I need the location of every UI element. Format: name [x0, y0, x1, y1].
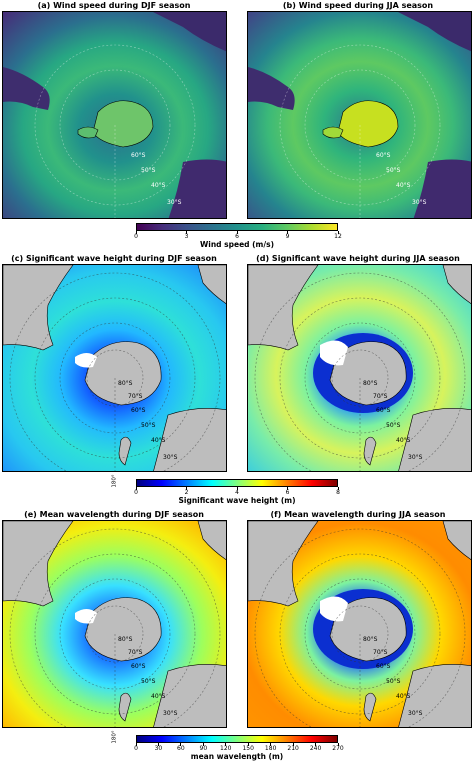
panel-c-lat-label: 80°S: [118, 380, 133, 387]
panel-f-field: [248, 521, 471, 727]
panel-e-field: [3, 521, 226, 727]
colorbar-wind-label: Wind speed (m/s): [199, 240, 275, 249]
colorbar-wind-tick-label: 9: [285, 233, 290, 240]
colorbar-wind-tickmark: [287, 231, 288, 234]
panel-a-lat-label: 60°S: [131, 152, 146, 159]
panel-b-map: 60°S 50°S 40°S 30°S: [247, 11, 472, 219]
colorbar-wavelength-tick-label: 0: [134, 745, 138, 752]
colorbar-wavelength-tickmark: [225, 743, 227, 746]
panel-c-map: 80°S 70°S 60°S 50°S 40°S 30°S: [2, 264, 227, 472]
panel-f-lat-label: 50°S: [386, 678, 401, 685]
colorbar-wave-height-label: Significant wave height (m): [178, 496, 296, 505]
panel-e-lat-label: 40°S: [151, 693, 166, 700]
panel-a-lat-label: 50°S: [141, 167, 156, 174]
panel-f-lat-label: 60°S: [376, 663, 391, 670]
colorbar-wavelength-tickmark: [157, 743, 159, 746]
panel-e-lat-label: 80°S: [118, 636, 133, 643]
panel-f-lat-label: 40°S: [396, 693, 411, 700]
colorbar-wavelength-tickmark: [202, 743, 204, 746]
colorbar-wind-tick-label: 6: [235, 233, 239, 240]
panel-f-lat-label: 80°S: [363, 636, 378, 643]
colorbar-wave-height-tick-label: 6: [285, 489, 290, 496]
colorbar-wavelength-tick-label: 30: [154, 745, 163, 752]
colorbar-wave-height-tickmark: [287, 487, 288, 490]
panel-b-lat-label: 30°S: [412, 199, 427, 206]
panel-a-lat-label: 40°S: [151, 182, 166, 189]
colorbar-wavelength-tickmark: [337, 743, 339, 746]
panel-d-lat-label: 40°S: [396, 437, 411, 444]
colorbar-wavelength-label: mean wavelength (m): [190, 752, 284, 761]
colorbar-wave-height-tick-label: 0: [134, 489, 138, 496]
colorbar-wavelength-tick-label: 270: [332, 745, 344, 752]
panel-d-lat-label: 80°S: [363, 380, 378, 387]
colorbar-wavelength-tick-label: 180: [264, 745, 277, 752]
colorbar-wave-height-tickmark: [186, 487, 187, 490]
colorbar-wavelength-tickmark: [247, 743, 249, 746]
panel-c-lat-label: 60°S: [131, 407, 146, 414]
panel-d-map: 80°S 70°S 60°S 50°S 40°S 30°S: [247, 264, 472, 472]
colorbar-wavelength: [136, 735, 338, 743]
panel-e-lat-label: 30°S: [163, 710, 178, 717]
colorbar-wavelength-tick-label: 240: [309, 745, 322, 752]
panel-c-lat-label: 70°S: [128, 393, 143, 400]
colorbar-wavelength-tickmark: [180, 743, 182, 746]
colorbar-wind-tickmark: [236, 231, 238, 234]
panel-e-map: 80°S 70°S 60°S 50°S 40°S 30°S: [2, 520, 227, 728]
colorbar-wind-tick-label: 12: [334, 233, 342, 240]
panel-b-lat-label: 50°S: [386, 167, 401, 174]
panel-f-lat-label: 70°S: [373, 649, 388, 656]
colorbar-wavelength-tickmark: [135, 743, 137, 746]
colorbar-wavelength-tickmark: [315, 743, 317, 746]
colorbar-wavelength-tick-label: 150: [242, 745, 254, 752]
colorbar-wave-height-tick-label: 2: [184, 489, 189, 496]
colorbar-wind-tick-label: 3: [184, 233, 189, 240]
panel-e-title: (e) Mean wavelength during DJF season: [24, 510, 204, 519]
panel-e-lat-label: 70°S: [128, 649, 143, 656]
colorbar-wavelength-tick-label: 90: [199, 745, 208, 752]
panel-d-lat-label: 50°S: [386, 422, 401, 429]
panel-a-lat-label: 30°S: [167, 199, 182, 206]
panel-f-lat-label: 30°S: [408, 710, 423, 717]
panel-e-lon-label: 180°: [111, 730, 118, 744]
panel-d-lat-label: 70°S: [373, 393, 388, 400]
panel-d-lat-label: 60°S: [376, 407, 391, 414]
colorbar-wind-tickmark: [186, 231, 187, 234]
panel-e-lat-label: 60°S: [131, 663, 146, 670]
colorbar-wavelength-tick-label: 120: [220, 745, 232, 752]
colorbar-wavelength-tickmark: [292, 743, 294, 746]
panel-c-lon-label: 180°: [111, 474, 118, 488]
panel-d-field: [248, 265, 471, 471]
colorbar-wind-tickmark: [337, 231, 339, 234]
colorbar-wave-height-tickmark: [337, 487, 339, 490]
panel-a-field: [3, 12, 226, 218]
panel-c-lat-label: 30°S: [163, 454, 178, 461]
panel-f-map: 80°S 70°S 60°S 50°S 40°S 30°S: [247, 520, 472, 728]
colorbar-wave-height-tick-label: 8: [336, 489, 340, 496]
colorbar-wind: [136, 223, 338, 231]
colorbar-wave-height: [136, 479, 338, 487]
colorbar-wave-height-tickmark: [236, 487, 238, 490]
panel-b-title: (b) Wind speed during JJA season: [282, 1, 434, 10]
panel-a-title: (a) Wind speed during DJF season: [37, 1, 191, 10]
colorbar-wind-tickmark: [135, 231, 137, 234]
colorbar-wavelength-tick-label: 60: [177, 745, 185, 752]
panel-d-lat-label: 30°S: [408, 454, 423, 461]
panel-a-map: 60°S 50°S 40°S 30°S: [2, 11, 227, 219]
panel-f-title: (f) Mean wavelength during JJA season: [270, 510, 446, 519]
panel-d-title: (d) Significant wave height during JJA s…: [256, 254, 460, 263]
panel-e-lat-label: 50°S: [141, 678, 156, 685]
colorbar-wave-height-tickmark: [135, 487, 137, 490]
panel-c-title: (c) Significant wave height during DJF s…: [11, 254, 217, 263]
panel-c-lat-label: 50°S: [141, 422, 156, 429]
colorbar-wavelength-tick-label: 210: [287, 745, 299, 752]
panel-b-field: [248, 12, 471, 218]
panel-b-lat-label: 60°S: [376, 152, 391, 159]
colorbar-wavelength-tickmark: [270, 743, 272, 746]
panel-c-lat-label: 40°S: [151, 437, 166, 444]
panel-c-field: [3, 265, 226, 471]
colorbar-wind-tick-label: 0: [134, 233, 138, 240]
colorbar-wave-height-tick-label: 4: [235, 489, 239, 496]
panel-b-lat-label: 40°S: [396, 182, 411, 189]
